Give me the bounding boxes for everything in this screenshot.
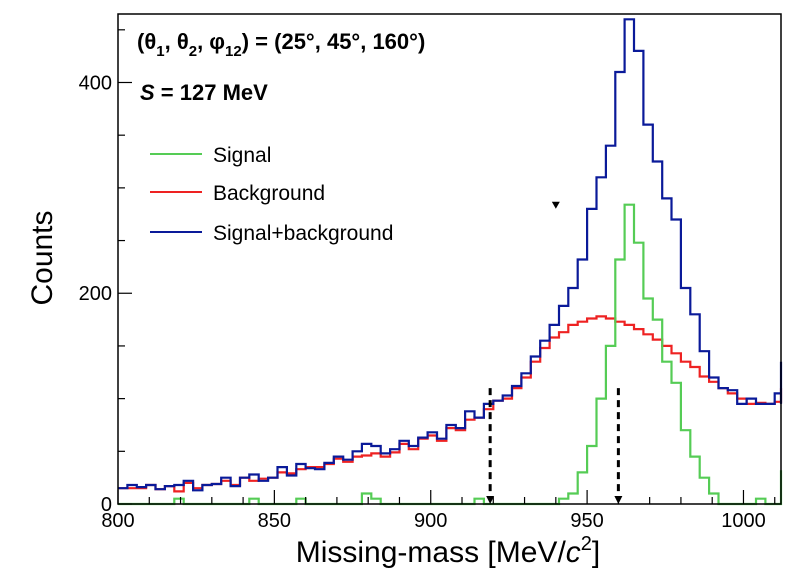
y-tick-label: 200 (79, 283, 112, 305)
legend-item-signal: Signal (150, 144, 271, 167)
legend-item-signal-plus-background: Signal+background (150, 222, 393, 245)
y-axis-title: Counts (26, 210, 59, 305)
x-tick-label: 900 (414, 510, 447, 532)
series-signal-plus-background (118, 18, 783, 492)
legend-label-background: Background (213, 182, 325, 205)
axis-ticks: 800 850 900 950 1000 0 200 400 (79, 29, 776, 532)
plot-frame (117, 13, 782, 505)
angles-annotation: (θ1, θ2, φ12) = (25°, 45°, 160°) (137, 29, 425, 60)
legend: Signal Background Signal+background (150, 144, 393, 245)
x-tick-label: 800 (101, 510, 134, 532)
y-tick-label: 0 (101, 494, 112, 516)
legend-label-signal-plus-background: Signal+background (213, 222, 393, 245)
legend-item-background: Background (150, 182, 325, 205)
s-annotation: S = 127 MeV (140, 80, 268, 105)
cut-arrow-1 (486, 496, 495, 504)
x-tick-label: 950 (570, 510, 603, 532)
x-tick-label: 850 (258, 510, 291, 532)
signal-peak-marker (551, 201, 560, 209)
x-axis-title: Missing-mass [MeV/c2] (296, 533, 601, 569)
y-tick-label: 400 (79, 72, 112, 94)
legend-label-signal: Signal (213, 144, 271, 167)
x-tick-label: 1000 (721, 510, 766, 532)
